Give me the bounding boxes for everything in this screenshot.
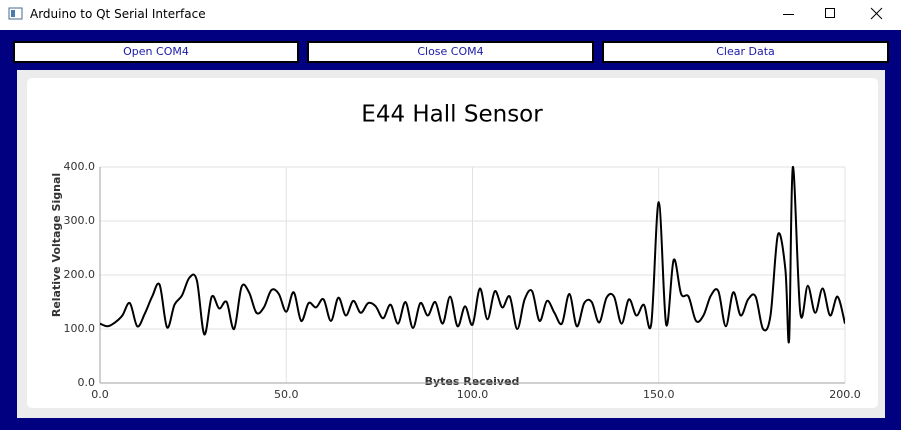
title-bar: Arduino to Qt Serial Interface <box>0 0 901 30</box>
close-button[interactable] <box>870 7 883 20</box>
main-frame: Open COM4 Close COM4 Clear Data E44 Hall… <box>0 30 901 430</box>
chart-background <box>27 78 878 408</box>
y-tick-label: 400.0 <box>64 160 96 173</box>
app-icon <box>8 7 23 20</box>
x-tick-label: 50.0 <box>274 388 299 401</box>
x-tick-label: 200.0 <box>829 388 861 401</box>
close-button[interactable]: Close COM4 <box>307 41 594 63</box>
chart-title: E44 Hall Sensor <box>361 102 543 128</box>
title-bar-icons <box>8 7 883 20</box>
y-tick-label: 0.0 <box>78 376 96 389</box>
maximize-button[interactable] <box>825 8 835 18</box>
y-tick-label: 200.0 <box>64 268 96 281</box>
x-tick-label: 100.0 <box>457 388 489 401</box>
data-line <box>100 166 845 344</box>
y-axis-label: Relative Voltage Signal <box>50 173 63 317</box>
open-button[interactable]: Open COM4 <box>13 41 299 63</box>
app-icon-part <box>11 10 15 17</box>
y-tick-label: 100.0 <box>64 322 96 335</box>
y-tick-label: 300.0 <box>64 214 96 227</box>
clear-button[interactable]: Clear Data <box>602 41 889 63</box>
x-tick-label: 150.0 <box>643 388 675 401</box>
x-tick-label: 0.0 <box>91 388 109 401</box>
window-title: Arduino to Qt Serial Interface <box>30 7 206 21</box>
chart: E44 Hall Sensor Bytes Received Relative … <box>27 78 878 408</box>
chart-panel: E44 Hall Sensor Bytes Received Relative … <box>17 70 885 418</box>
